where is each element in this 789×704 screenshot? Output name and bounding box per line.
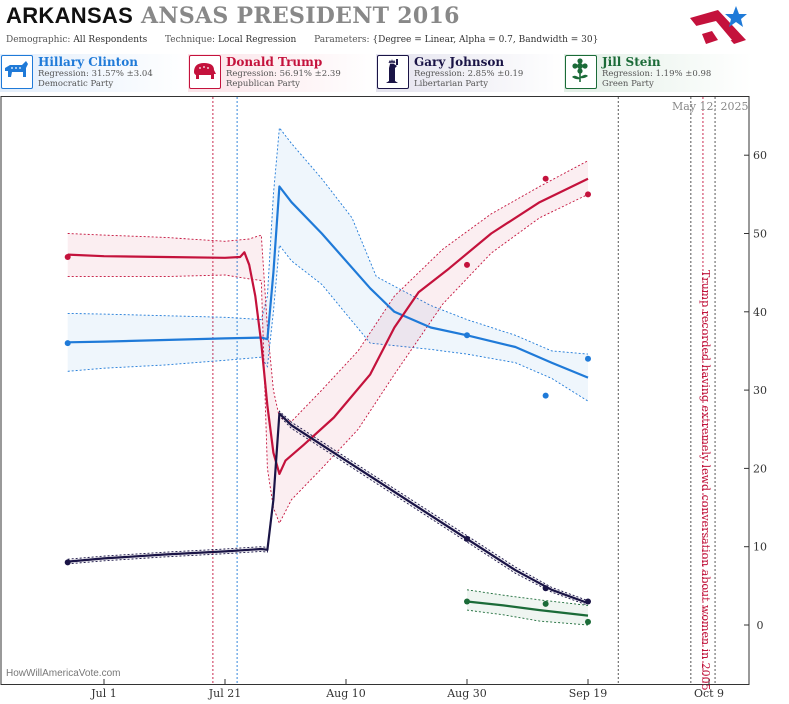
candidate-regression: Regression: 31.57% ±3.04: [38, 69, 153, 79]
hillary-clinton-upper-bound: [67, 126, 589, 355]
x-tick-label: Jul 21: [208, 687, 242, 700]
parameters-value: {Degree = Linear, Alpha = 0.7, Bandwidth…: [372, 35, 599, 45]
y-tick-label: 10: [753, 541, 767, 554]
demographic-label: Demographic:: [6, 35, 71, 45]
donkey-icon: [1, 55, 33, 89]
candidate-regression: Regression: 56.91% ±2.39: [226, 69, 341, 79]
technique-value: Local Regression: [217, 35, 297, 45]
candidate-name: Hillary Clinton: [38, 55, 138, 69]
hillary-clinton-trend-line: [67, 185, 589, 379]
date-stamp: May 12, 2025: [672, 100, 749, 113]
candidate-party: Democratic Party: [38, 79, 114, 89]
jill-stein-poll-point: [464, 598, 470, 605]
site-watermark: HowWillAmericaVote.com: [6, 668, 121, 679]
jill-stein-poll-point: [542, 600, 549, 607]
donald-trump-poll-point: [585, 191, 591, 198]
donald-trump-poll-point: [542, 175, 549, 182]
elephant-icon: [189, 55, 221, 89]
jill-stein-trend-line: [466, 600, 589, 617]
technique-label: Technique:: [165, 35, 216, 45]
y-tick-label: 0: [757, 619, 764, 632]
y-tick-label: 50: [753, 228, 767, 241]
candidate-party: Libertarian Party: [414, 79, 489, 89]
gary-johnson-poll-point: [464, 535, 470, 542]
x-tick-label: Aug 10: [325, 687, 366, 700]
candidate-regression: Regression: 1.19% ±0.98: [602, 69, 712, 79]
hillary-clinton-lower-bound: [67, 244, 589, 402]
hillary-clinton-poll-point: [542, 392, 549, 399]
candidate-legend: Hillary Clinton Regression: 31.57% ±3.04…: [0, 54, 789, 94]
parameters-line: Demographic: All Respondents Technique: …: [6, 35, 598, 45]
demographic-value: All Respondents: [73, 35, 148, 45]
candidate-card-johnson[interactable]: Gary Johnson Regression: 2.85% ±0.19 Lib…: [376, 54, 564, 92]
header: ARKANSAS ANSAS PRESIDENT 2016 Demographi…: [0, 0, 789, 50]
gary-johnson-poll-point: [542, 585, 549, 592]
candidate-party: Republican Party: [226, 79, 300, 89]
jill-stein-poll-point: [585, 618, 591, 625]
hillary-clinton-poll-point: [464, 332, 470, 339]
hillary-clinton-poll-point: [64, 340, 71, 347]
gary-johnson-trend-line: [67, 412, 589, 605]
gary-johnson-lower-bound: [67, 414, 589, 606]
jill-stein-confidence-band: [467, 589, 588, 625]
donald-trump-lower-bound: [67, 193, 589, 525]
x-tick-label: Aug 30: [446, 687, 487, 700]
site-logo-icon: [690, 6, 747, 44]
y-tick-label: 30: [753, 384, 767, 397]
donald-trump-confidence-band: [67, 160, 588, 524]
candidate-card-trump[interactable]: Donald Trump Regression: 56.91% ±2.39 Re…: [188, 54, 376, 92]
event-annotation: Trump recorded having extremely lewd con…: [699, 270, 712, 691]
page-title: ARKANSAS ANSAS PRESIDENT 2016: [6, 3, 460, 29]
flower-icon: [565, 55, 597, 89]
x-tick-label: Oct 9: [694, 687, 724, 700]
gary-johnson-poll-point: [585, 598, 591, 605]
parameters-label: Parameters:: [314, 35, 370, 45]
candidate-name: Gary Johnson: [414, 55, 505, 69]
gary-johnson-poll-point: [64, 559, 71, 566]
title-rest: ANSAS PRESIDENT 2016: [141, 3, 460, 29]
candidate-regression: Regression: 2.85% ±0.19: [414, 69, 524, 79]
liberty-statue-icon: [377, 55, 409, 89]
hillary-clinton-poll-point: [585, 355, 591, 362]
candidate-card-stein[interactable]: Jill Stein Regression: 1.19% ±0.98 Green…: [564, 54, 752, 92]
candidate-name: Donald Trump: [226, 55, 323, 69]
x-tick-label: Jul 1: [90, 687, 117, 700]
y-tick-label: 40: [753, 306, 767, 319]
donald-trump-upper-bound: [67, 160, 589, 422]
polling-chart: 0 10 20 30 40 50 60 Jul 1 Jul 21 Aug 10 Aug 30 Sep…: [0, 96, 767, 700]
donald-trump-poll-point: [464, 261, 470, 268]
title-state: ARKANSAS: [6, 3, 134, 28]
jill-stein-upper-bound: [466, 589, 589, 606]
candidate-party: Green Party: [602, 79, 654, 89]
donald-trump-poll-point: [64, 253, 71, 260]
candidate-name: Jill Stein: [602, 55, 661, 69]
x-tick-label: Sep 19: [569, 687, 608, 700]
y-tick-label: 60: [753, 149, 767, 162]
candidate-card-clinton[interactable]: Hillary Clinton Regression: 31.57% ±3.04…: [0, 54, 188, 92]
jill-stein-lower-bound: [466, 609, 589, 626]
gary-johnson-upper-bound: [67, 410, 589, 602]
y-tick-label: 20: [753, 462, 767, 475]
